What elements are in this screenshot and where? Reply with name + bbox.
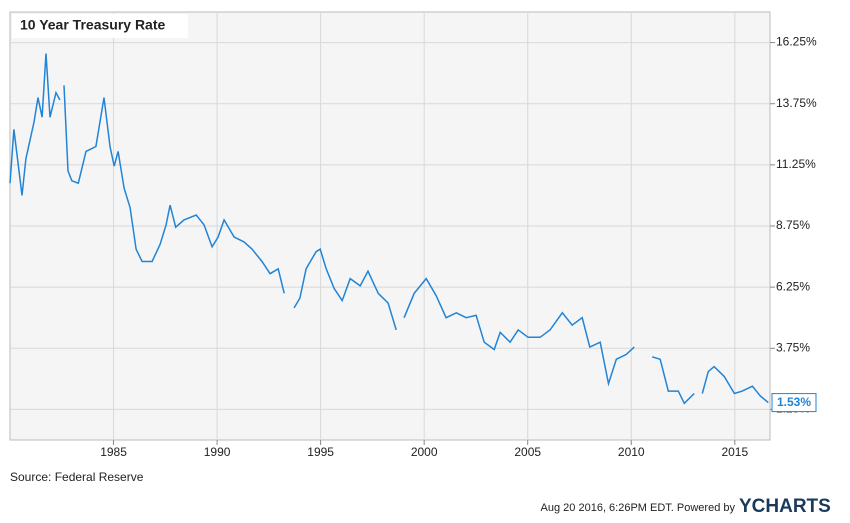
y-tick-label: 13.75% bbox=[776, 96, 817, 110]
grid bbox=[10, 12, 770, 440]
line bbox=[9, 53, 769, 405]
x-tick-label: 2015 bbox=[721, 445, 748, 459]
x-tick-label: 2000 bbox=[411, 445, 438, 459]
chart-title: 10 Year Treasury Rate bbox=[20, 17, 166, 33]
x-tick-label: 1990 bbox=[204, 445, 231, 459]
plot bbox=[9, 53, 769, 405]
brand: YCHARTS bbox=[739, 496, 831, 517]
footer: Aug 20 2016, 6:26PM EDT. Powered by bbox=[541, 502, 736, 514]
x-tick-label: 2005 bbox=[514, 445, 541, 459]
title-bg bbox=[12, 14, 188, 38]
x-tick-label: 1985 bbox=[100, 445, 127, 459]
x-tick-label: 2010 bbox=[618, 445, 645, 459]
y-tick-label: 11.25% bbox=[776, 157, 816, 171]
last-value-label: 1.53% bbox=[777, 395, 811, 409]
source: Source: Federal Reserve bbox=[10, 470, 144, 484]
y-tick-label: 8.75% bbox=[776, 218, 810, 232]
y-tick-label: 16.25% bbox=[776, 35, 817, 49]
last-value-box bbox=[771, 393, 817, 413]
x-tick-label: 1995 bbox=[307, 445, 334, 459]
y-tick-label: 6.25% bbox=[776, 279, 810, 293]
y-tick-label: 3.75% bbox=[776, 340, 810, 354]
